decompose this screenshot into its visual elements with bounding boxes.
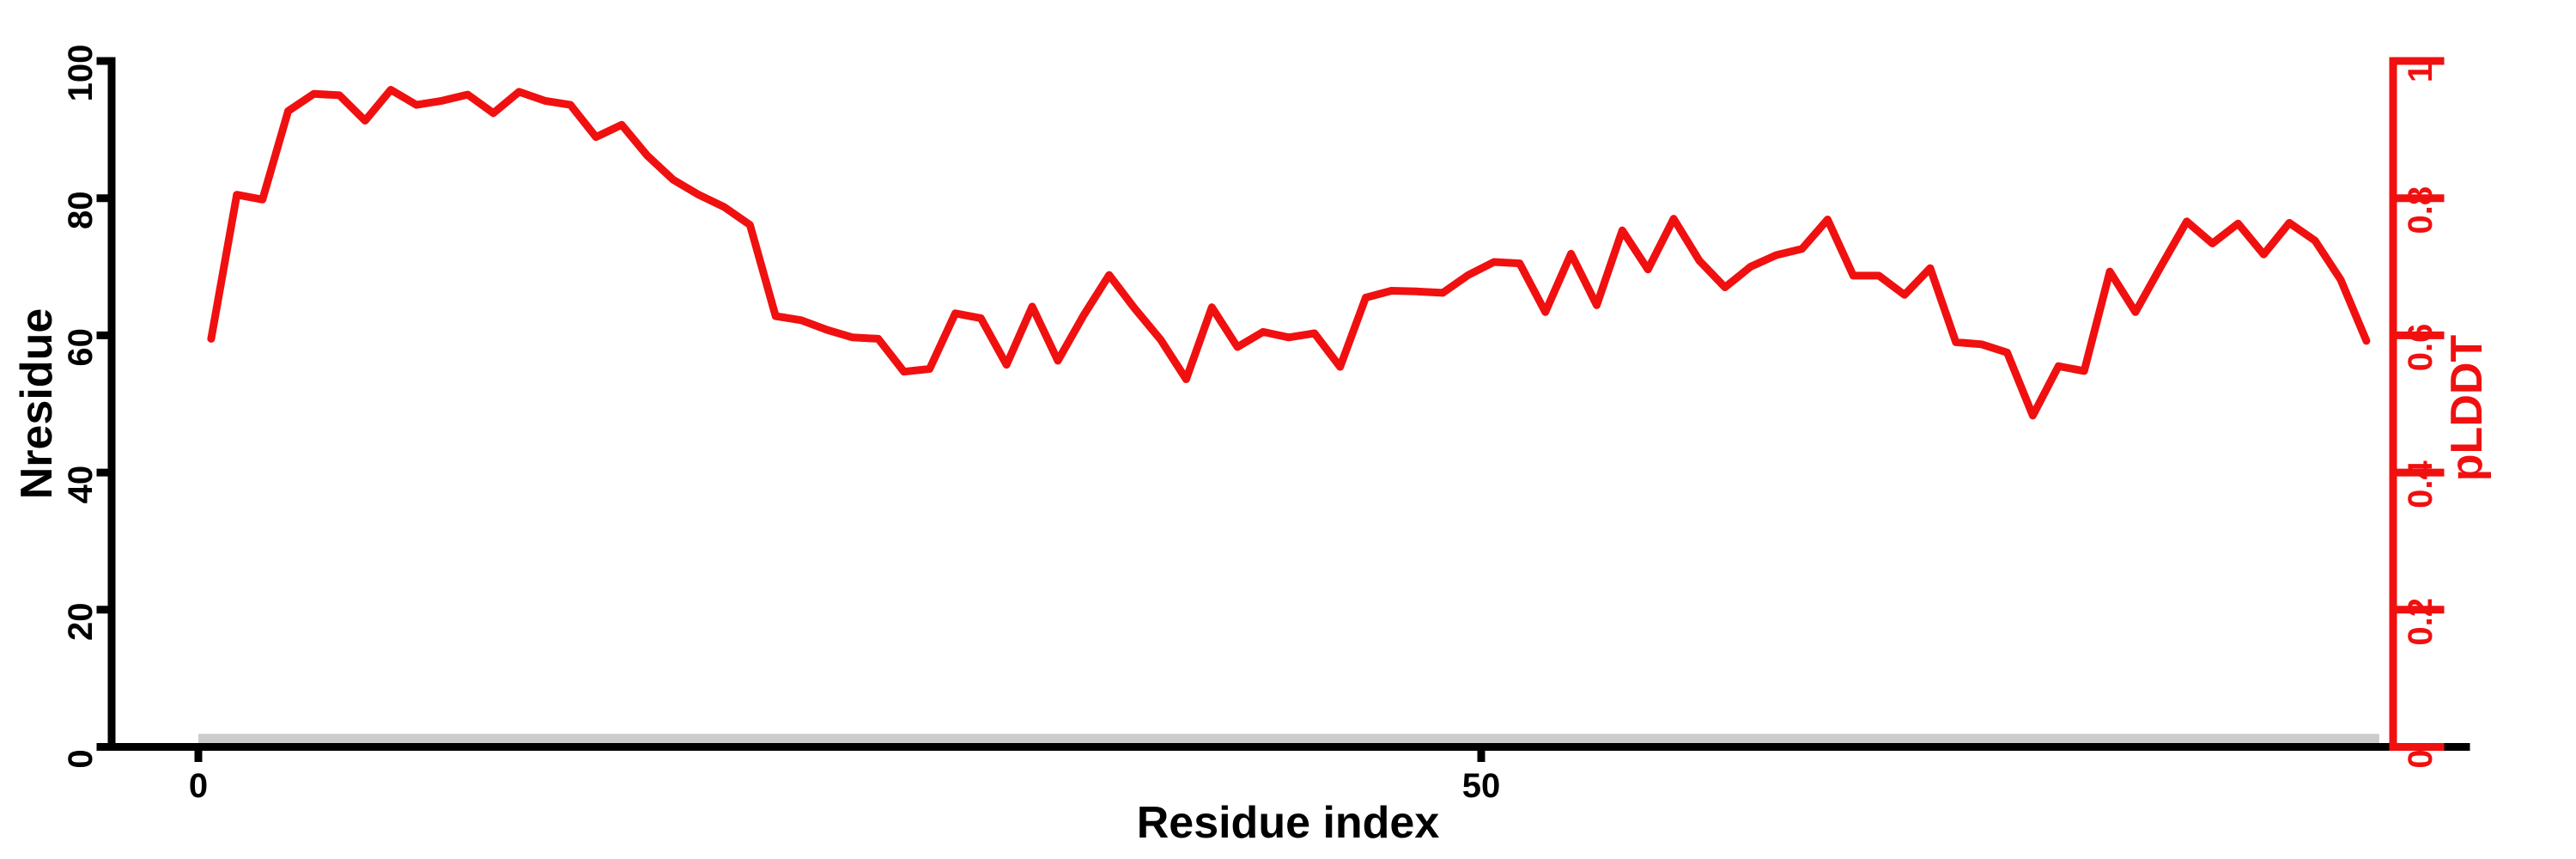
y-axis-left-title: Nresidue <box>12 308 62 500</box>
tick-label: 40 <box>62 466 100 504</box>
x-axis-ticks: 0 50 <box>189 743 1501 805</box>
tick-label: 0 <box>62 749 100 768</box>
y-axis-left: 0 20 40 60 80 100 Nresidue <box>12 45 116 769</box>
y-axis-right-ticks: 0 0.2 0.4 0.6 0.8 1 <box>2389 57 2445 769</box>
tick-label: 0.2 <box>2402 598 2439 646</box>
y-axis-right: 0 0.2 0.4 0.6 0.8 1 pLDDT <box>2389 57 2492 769</box>
plddt-series-line <box>207 86 2371 420</box>
tick-label: 100 <box>62 45 100 102</box>
tick-label: 60 <box>62 328 100 367</box>
tick-label: 0.6 <box>2402 324 2439 372</box>
tick-label: 50 <box>1462 767 1501 805</box>
tick-label: 20 <box>62 603 100 642</box>
tick-label: 80 <box>62 191 100 229</box>
x-axis: 0 50 Residue index <box>107 743 2470 848</box>
y-axis-left-ticks: 0 20 40 60 80 100 <box>62 45 116 769</box>
x-axis-title: Residue index <box>1137 798 1440 848</box>
y-axis-right-title: pLDDT <box>2442 335 2492 482</box>
tick-label: 0 <box>189 767 208 805</box>
tick-label: 0 <box>2402 749 2439 768</box>
tick-label: 0.8 <box>2402 186 2439 235</box>
tick-label: 0.4 <box>2402 460 2439 509</box>
tick-label: 1 <box>2402 64 2439 82</box>
